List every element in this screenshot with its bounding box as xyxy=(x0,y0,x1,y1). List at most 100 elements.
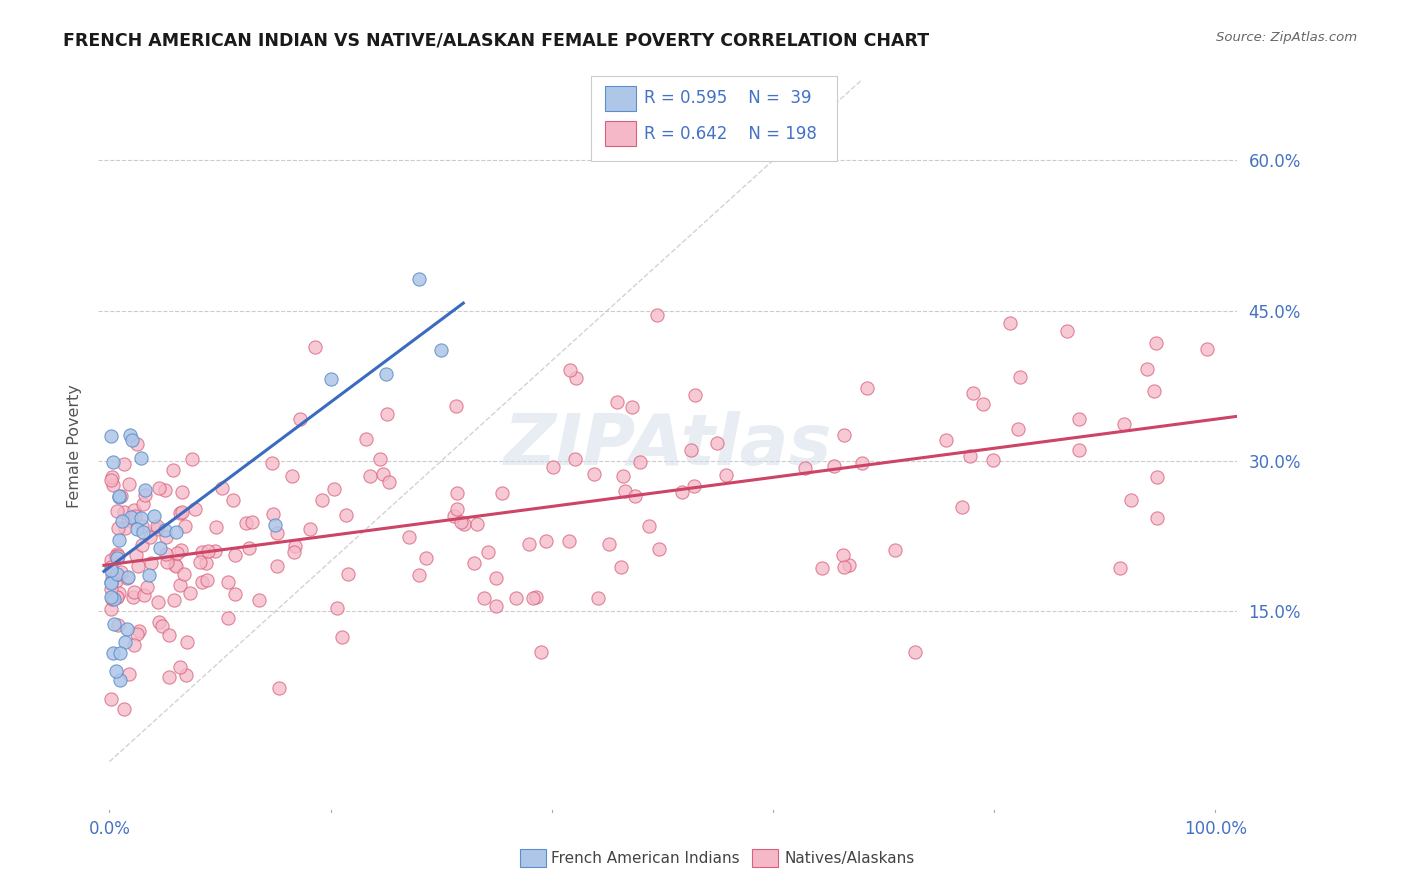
Point xyxy=(108,646,131,660)
Point xyxy=(155,530,177,544)
Point xyxy=(132,497,155,511)
Point xyxy=(125,548,148,562)
Text: 100.0%: 100.0% xyxy=(1184,820,1247,838)
Point xyxy=(149,541,172,556)
Point xyxy=(105,547,128,561)
Point xyxy=(326,601,349,615)
Point xyxy=(163,593,186,607)
Point xyxy=(112,702,135,716)
Point xyxy=(224,587,246,601)
Point xyxy=(100,429,122,443)
Point xyxy=(172,485,194,500)
Point xyxy=(1108,561,1130,575)
Point xyxy=(100,602,122,616)
Point xyxy=(681,443,703,458)
Point xyxy=(335,508,357,522)
Point xyxy=(962,385,984,400)
Point xyxy=(148,481,170,495)
Text: ZIPAtlas: ZIPAtlas xyxy=(503,411,832,481)
Point xyxy=(1195,342,1218,356)
Point xyxy=(112,457,135,471)
Point xyxy=(204,544,226,558)
Point xyxy=(118,666,141,681)
Point xyxy=(524,590,547,604)
Point xyxy=(191,575,214,590)
Point xyxy=(108,585,131,599)
Point xyxy=(505,591,527,606)
Point xyxy=(195,556,218,570)
Point xyxy=(101,646,124,660)
Point xyxy=(104,568,127,582)
Point xyxy=(485,571,508,585)
Point xyxy=(266,558,288,573)
Point xyxy=(211,481,233,495)
Point xyxy=(583,467,606,481)
Text: R = 0.642    N = 198: R = 0.642 N = 198 xyxy=(644,125,817,143)
Point xyxy=(304,340,326,354)
Point xyxy=(172,505,194,519)
Point xyxy=(832,548,855,562)
Point xyxy=(1007,422,1029,436)
Y-axis label: Female Poverty: Female Poverty xyxy=(66,384,82,508)
Point xyxy=(224,548,246,562)
Point xyxy=(281,468,304,483)
Point xyxy=(558,534,581,549)
Point xyxy=(624,489,647,503)
Point xyxy=(129,511,152,525)
Point xyxy=(136,580,159,594)
Point xyxy=(131,538,153,552)
Point xyxy=(264,517,287,532)
Point xyxy=(100,574,122,589)
Point xyxy=(474,591,496,605)
Point xyxy=(972,397,994,411)
Point xyxy=(823,458,845,473)
Point xyxy=(107,489,129,503)
Point xyxy=(647,541,669,556)
Point xyxy=(408,568,430,582)
Point xyxy=(169,506,191,520)
Point xyxy=(122,638,145,652)
Point xyxy=(165,558,187,572)
Point xyxy=(100,553,122,567)
Point xyxy=(564,452,586,467)
Point xyxy=(127,558,149,573)
Point xyxy=(155,483,177,498)
Point xyxy=(105,504,128,518)
Point xyxy=(107,618,129,632)
Point xyxy=(444,399,467,413)
Point xyxy=(288,412,311,426)
Point xyxy=(415,551,437,566)
Point xyxy=(134,488,156,502)
Point xyxy=(107,520,129,534)
Point xyxy=(131,519,153,533)
Point xyxy=(904,645,927,659)
Point xyxy=(162,462,184,476)
Point xyxy=(337,566,360,581)
Point xyxy=(485,599,508,614)
Point xyxy=(1144,335,1167,350)
Text: R = 0.595    N =  39: R = 0.595 N = 39 xyxy=(644,89,811,107)
Point xyxy=(240,515,263,529)
Point xyxy=(101,455,124,469)
Point xyxy=(283,545,305,559)
Point xyxy=(100,576,122,591)
Point xyxy=(108,533,131,547)
Point xyxy=(260,456,283,470)
Point xyxy=(110,565,132,579)
Point xyxy=(122,503,145,517)
Point xyxy=(832,559,855,574)
Point xyxy=(217,611,239,625)
Point xyxy=(166,546,188,560)
Point xyxy=(443,509,465,524)
Point xyxy=(614,483,637,498)
Point xyxy=(150,619,173,633)
Point xyxy=(118,477,141,491)
Point xyxy=(204,519,226,533)
Point xyxy=(101,470,124,484)
Point xyxy=(165,559,187,574)
Point xyxy=(103,617,125,632)
Point xyxy=(838,558,860,573)
Point xyxy=(558,362,581,376)
Point xyxy=(610,560,633,574)
Point xyxy=(101,568,124,582)
